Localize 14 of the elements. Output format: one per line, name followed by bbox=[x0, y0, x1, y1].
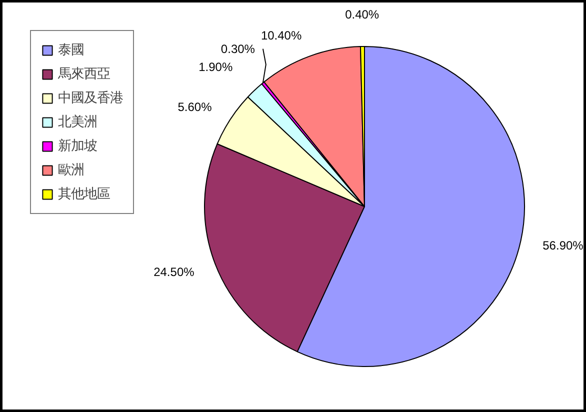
data-label: 56.90% bbox=[542, 238, 584, 253]
legend-label: 中國及香港 bbox=[58, 90, 123, 107]
data-label: 5.60% bbox=[178, 100, 212, 114]
data-label: 0.30% bbox=[220, 42, 256, 56]
legend-label: 其他地區 bbox=[58, 186, 110, 203]
legend-label: 馬來西亞 bbox=[58, 66, 110, 83]
data-label: 24.50% bbox=[154, 265, 195, 280]
legend-label: 新加坡 bbox=[58, 138, 97, 155]
data-label: 10.40% bbox=[260, 28, 302, 42]
data-label: 1.90% bbox=[198, 60, 233, 74]
legend-label: 歐洲 bbox=[58, 162, 84, 179]
legend-label: 泰國 bbox=[58, 42, 84, 59]
data-label: 0.40% bbox=[345, 8, 380, 22]
legend-label: 北美洲 bbox=[58, 114, 97, 131]
